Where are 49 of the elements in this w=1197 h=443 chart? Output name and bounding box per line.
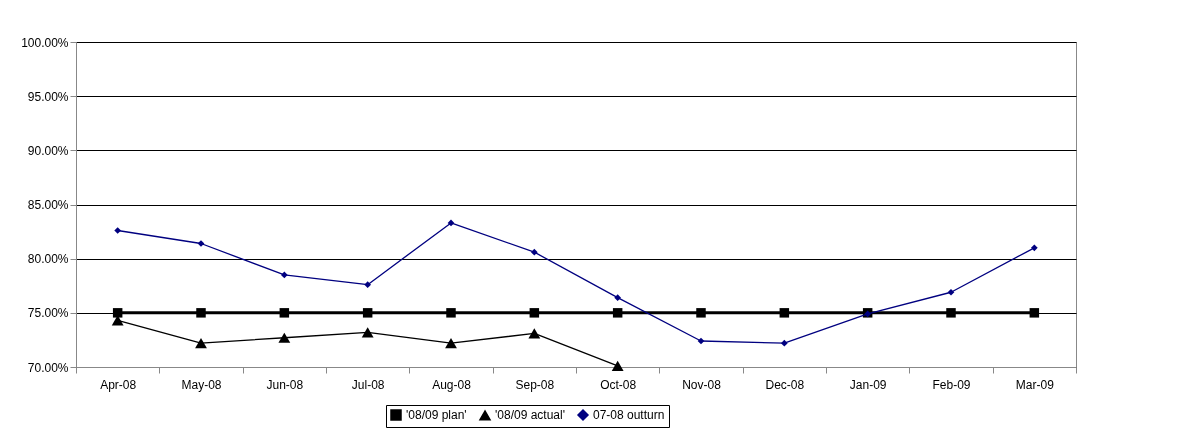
point [364,281,372,289]
y-tick-label: 100.00% [21,35,69,50]
legend-label: '08/09 actual' [495,408,565,423]
point [361,327,374,338]
point [112,308,123,318]
point [1029,308,1040,318]
point [279,308,290,318]
point [696,308,706,318]
point [946,308,956,318]
point [446,308,456,318]
x-tick-label: Aug-08 [432,377,472,392]
y-tick-label: 70.00% [27,360,69,375]
x-tick-label: Mar-09 [1015,377,1055,392]
point [114,227,122,234]
x-tick-label: Jun-08 [266,377,304,392]
point [697,337,705,345]
legend-label: '08/09 plan' [406,408,467,422]
point [614,294,622,302]
point [196,308,206,318]
x-tick-label: May-08 [181,377,222,392]
x-tick-label: Oct-08 [600,377,637,392]
point [529,308,540,318]
y-tick-label: 75.00% [27,306,69,321]
point [445,338,457,349]
x-tick-label: Apr-08 [100,377,137,392]
point [947,288,955,296]
point [1030,244,1038,252]
point [280,271,288,279]
y-tick-label: 95.00% [27,89,69,104]
legend-label: 07-08 outturn [593,408,665,422]
point [779,308,790,318]
point [447,219,455,227]
y-tick-label: 80.00% [27,252,69,267]
x-tick-label: Dec-08 [765,377,805,392]
y-tick-label: 85.00% [27,198,69,212]
y-tick-label: 90.00% [27,143,69,158]
x-tick-label: Nov-08 [682,377,722,392]
point [530,248,538,256]
x-tick-label: Jul-08 [351,377,385,392]
point [528,328,541,339]
point [362,308,373,318]
point [612,308,623,318]
x-tick-label: Feb-09 [932,377,971,392]
x-tick-label: Jan-09 [849,377,887,392]
point [278,332,291,343]
point [780,339,788,347]
point [195,338,207,349]
x-tick-label: Sep-08 [515,377,555,392]
point [611,360,624,372]
